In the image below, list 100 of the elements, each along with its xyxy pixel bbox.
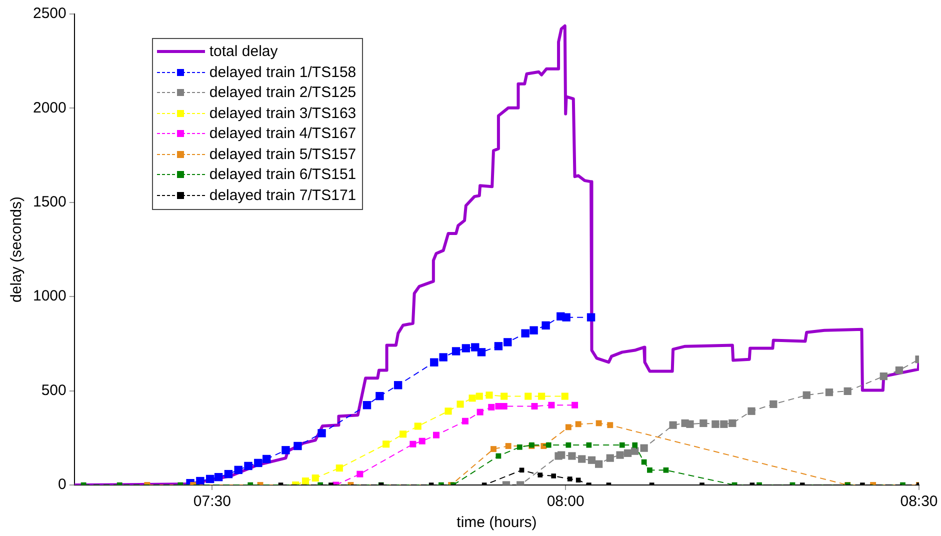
point xyxy=(531,402,538,410)
x-tick-label: 08:30 xyxy=(900,493,938,510)
legend-label: delayed train 4/TS167 xyxy=(209,124,356,144)
x-tick-label: 07:30 xyxy=(193,493,231,510)
point xyxy=(516,444,522,450)
point xyxy=(410,440,416,448)
point xyxy=(294,442,302,450)
point xyxy=(476,392,483,400)
point xyxy=(880,372,888,380)
y-tick-label: 2500 xyxy=(32,5,66,22)
point xyxy=(302,478,310,485)
point xyxy=(558,451,566,459)
point xyxy=(462,418,468,424)
point xyxy=(895,366,904,374)
point xyxy=(586,442,592,448)
x-tick-label: 08:00 xyxy=(546,493,584,510)
point xyxy=(588,456,596,464)
point xyxy=(468,394,476,402)
point xyxy=(728,419,736,428)
point xyxy=(576,478,581,483)
point xyxy=(607,422,614,428)
point xyxy=(596,420,602,426)
point xyxy=(519,468,524,473)
point xyxy=(471,343,480,352)
point xyxy=(632,442,638,448)
point xyxy=(578,455,586,463)
point xyxy=(376,392,384,400)
point xyxy=(196,476,204,485)
point xyxy=(565,424,572,430)
point xyxy=(640,444,648,452)
y-tick-label: 0 xyxy=(58,476,66,494)
point xyxy=(488,404,495,410)
point xyxy=(802,391,810,399)
point xyxy=(567,476,572,482)
point xyxy=(490,446,496,452)
point xyxy=(546,442,552,448)
point xyxy=(439,353,448,362)
point xyxy=(414,422,422,430)
point xyxy=(382,440,390,448)
point xyxy=(566,442,572,448)
point xyxy=(444,408,452,415)
point xyxy=(595,460,603,468)
point xyxy=(562,313,570,322)
y-axis-title: delay (seconds) xyxy=(8,196,26,302)
point xyxy=(606,454,614,462)
point xyxy=(575,421,582,428)
point xyxy=(572,402,578,408)
point xyxy=(234,466,242,474)
point xyxy=(700,419,708,428)
point xyxy=(254,458,262,468)
point xyxy=(462,344,470,352)
point xyxy=(244,462,252,470)
point xyxy=(214,472,223,482)
point xyxy=(362,401,372,410)
point xyxy=(551,474,556,478)
point xyxy=(500,392,508,400)
point xyxy=(586,313,596,322)
y-tick-label: 2000 xyxy=(32,99,66,116)
point xyxy=(825,388,834,396)
point xyxy=(494,342,503,350)
legend-label: delayed train 7/TS171 xyxy=(209,186,356,206)
point xyxy=(647,467,652,473)
x-axis-title: time (hours) xyxy=(456,514,537,532)
point xyxy=(568,452,576,460)
point xyxy=(770,400,778,408)
point xyxy=(720,420,728,428)
point xyxy=(524,392,532,400)
point xyxy=(548,402,555,408)
point xyxy=(456,400,464,408)
point xyxy=(521,329,530,338)
point xyxy=(318,429,326,438)
point xyxy=(430,358,438,366)
point xyxy=(477,348,486,356)
point xyxy=(616,451,624,459)
legend-label: total delay xyxy=(209,42,278,62)
point xyxy=(206,474,214,484)
y-tick-label: 1000 xyxy=(32,288,66,305)
point xyxy=(712,420,720,428)
point xyxy=(452,347,460,356)
point xyxy=(504,338,512,346)
point xyxy=(538,392,546,400)
point xyxy=(476,408,484,416)
point xyxy=(282,446,290,454)
point xyxy=(538,472,543,478)
point xyxy=(400,430,407,438)
point xyxy=(561,392,568,400)
point xyxy=(669,421,677,429)
legend-label: delayed train 1/TS158 xyxy=(209,62,356,82)
point xyxy=(844,387,852,395)
point xyxy=(530,326,538,334)
point xyxy=(418,438,426,444)
point xyxy=(224,470,233,478)
legend-label: delayed train 3/TS163 xyxy=(209,104,356,124)
point xyxy=(631,447,639,455)
point xyxy=(619,442,625,448)
point xyxy=(394,381,402,390)
point xyxy=(663,467,669,473)
point xyxy=(486,392,493,399)
point xyxy=(312,474,319,482)
y-tick-label: 1500 xyxy=(32,194,66,211)
